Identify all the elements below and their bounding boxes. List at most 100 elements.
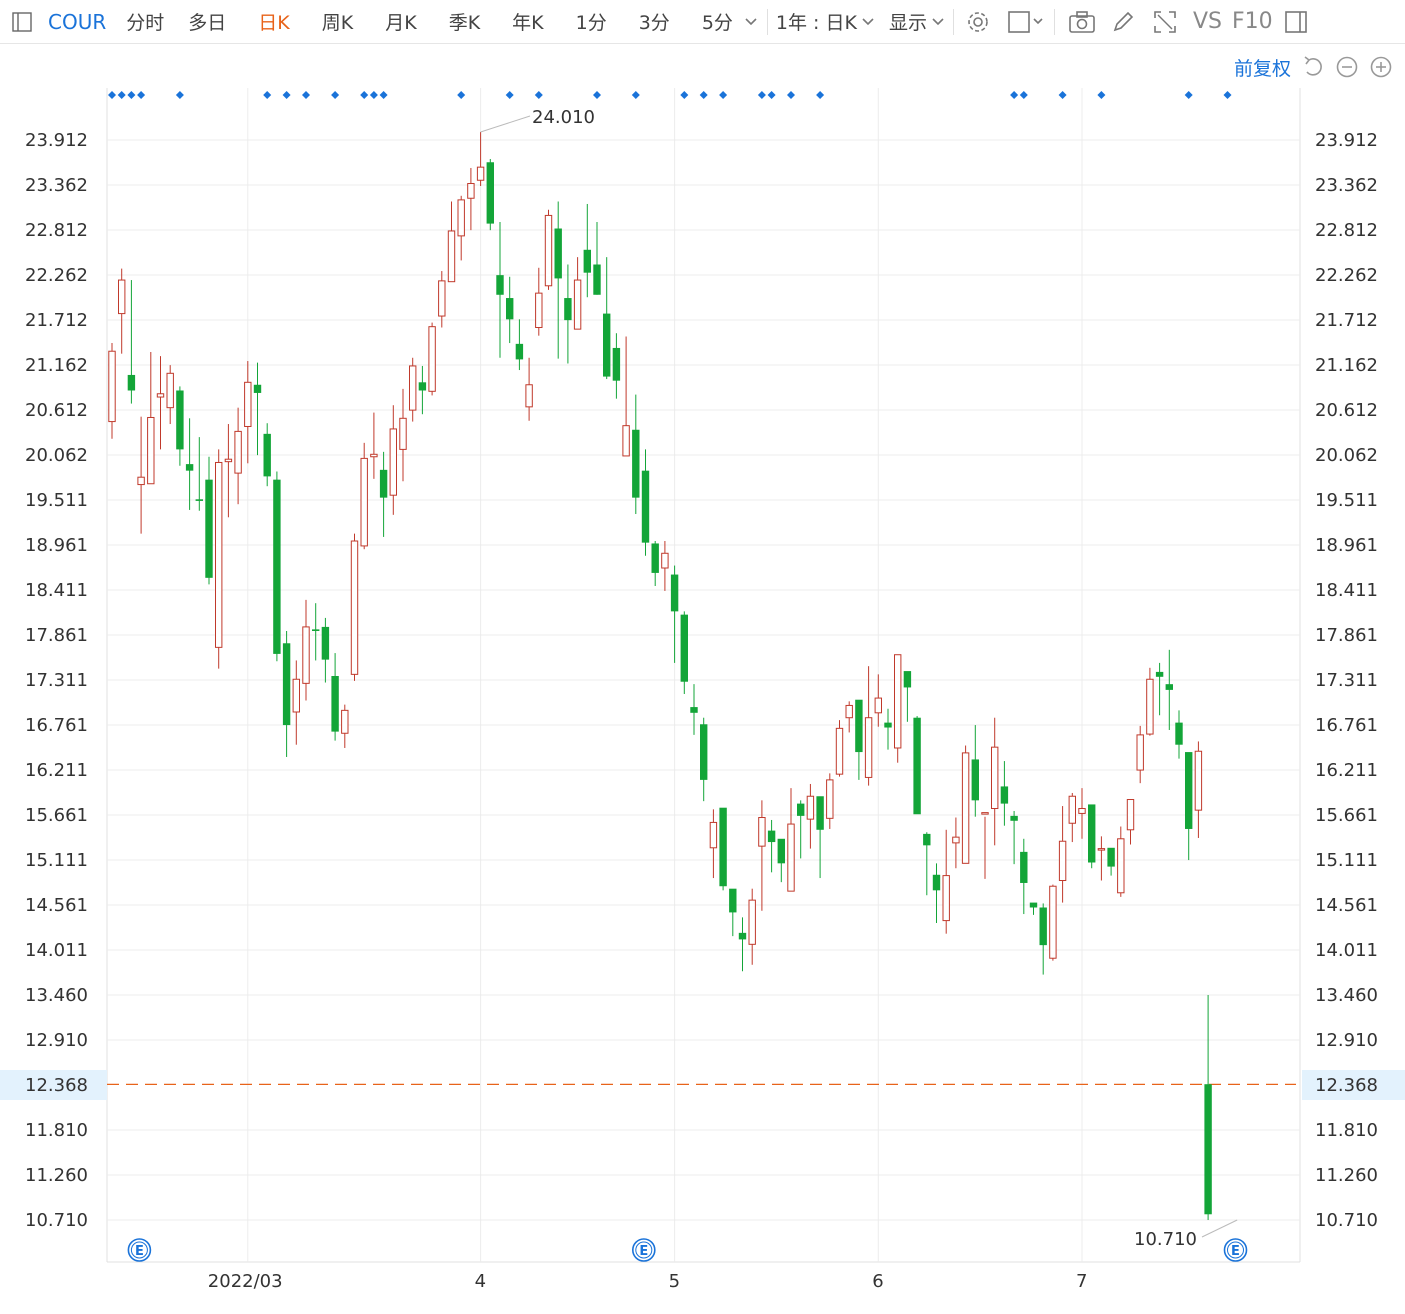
earnings-marker-icon[interactable]: E [1223, 1238, 1248, 1262]
zoom-in-icon[interactable] [1369, 55, 1393, 79]
candle-body-up [1126, 799, 1135, 831]
event-marker-icon [757, 91, 766, 99]
event-marker-icon [175, 91, 184, 99]
vs-button[interactable]: VS [1192, 9, 1222, 34]
candle-body-down [651, 543, 659, 573]
x-tick-label: 7 [1076, 1271, 1087, 1292]
candle-body-down [564, 298, 572, 321]
event-marker-icon [1184, 91, 1193, 99]
event-marker-icon [593, 91, 601, 99]
candle-body-up [476, 166, 485, 181]
candle-body-down [903, 671, 912, 688]
y-tick-label-left: 23.362 [25, 175, 88, 196]
fullscreen-icon[interactable] [1151, 9, 1179, 35]
candle-body-down [738, 932, 747, 940]
chevron-down-icon[interactable] [743, 17, 759, 27]
candle-body-down [554, 228, 562, 279]
candle-body-up [826, 779, 834, 819]
f10-button[interactable]: F10 [1231, 9, 1273, 34]
tab-monthly-k[interactable]: 月K [385, 12, 417, 34]
y-tick-label-left: 10.710 [25, 1210, 88, 1231]
candle-body-up [292, 678, 301, 713]
candle-body-up [864, 717, 873, 778]
candle-body-down [797, 803, 805, 816]
candle-body-up [525, 384, 533, 408]
candle-body-down [486, 162, 494, 224]
candle-body-up [428, 326, 436, 392]
y-tick-label-left: 19.511 [25, 490, 88, 511]
zoom-out-icon[interactable] [1335, 55, 1359, 79]
candle-body-down [583, 249, 591, 273]
y-tick-label-right: 12.910 [1315, 1030, 1378, 1051]
candle-body-up [535, 292, 543, 328]
tab-3min[interactable]: 3分 [638, 12, 670, 34]
y-tick-label-left: 21.162 [25, 355, 88, 376]
tab-multi-day[interactable]: 多日 [188, 12, 227, 34]
event-marker-icon [108, 91, 116, 99]
display-select[interactable]: 显示 [889, 8, 945, 35]
y-tick-label-right: 10.710 [1315, 1210, 1378, 1231]
candle-body-down [777, 838, 785, 864]
range-select-label: 1年 : 日K [775, 12, 857, 34]
y-tick-label-right: 20.612 [1315, 400, 1378, 421]
candle-body-up [118, 279, 126, 315]
undo-icon[interactable] [1301, 55, 1325, 79]
y-tick-label-left: 11.810 [25, 1120, 88, 1141]
candle-body-up [622, 425, 630, 457]
candle-body-up [399, 417, 407, 450]
settings-gear-icon[interactable] [964, 9, 992, 35]
candle-body-down [312, 629, 320, 631]
range-select[interactable]: 1年 : 日K [776, 8, 875, 35]
event-marker-icon [680, 91, 689, 99]
svg-text:E: E [1231, 1244, 1240, 1259]
candle-body-down [496, 275, 504, 295]
price-adjust-button[interactable]: 前复权 [1233, 57, 1291, 80]
tab-yearly-k[interactable]: 年K [512, 12, 544, 34]
candle-body-up [224, 458, 233, 463]
tab-quarterly-k[interactable]: 季K [448, 12, 481, 34]
candle-body-up [341, 709, 349, 734]
event-marker-icon [767, 91, 776, 99]
candle-body-down [1185, 752, 1193, 829]
candle-body-down [176, 390, 184, 450]
pencil-icon[interactable] [1109, 9, 1137, 35]
candle-body-up [894, 654, 902, 749]
y-tick-label-right: 22.812 [1315, 220, 1378, 241]
candle-body-down [593, 264, 601, 295]
y-tick-label-left: 21.712 [25, 310, 88, 331]
sidebar-toggle-icon[interactable] [10, 10, 34, 34]
x-tick-label: 5 [669, 1271, 680, 1292]
camera-icon[interactable] [1067, 10, 1097, 34]
earnings-marker-icon[interactable]: E [631, 1238, 656, 1262]
candle-body-down [729, 888, 737, 913]
candle-body-up [709, 821, 718, 849]
tab-5min[interactable]: 5分 [701, 12, 733, 34]
symbol-label[interactable]: COUR [48, 9, 107, 34]
candle-body-up [457, 199, 465, 237]
svg-text:E: E [639, 1244, 648, 1259]
candle-body-up [961, 752, 970, 864]
candle-body-up [244, 381, 252, 427]
y-tick-label-right: 15.661 [1315, 805, 1378, 826]
svg-text:E: E [135, 1244, 144, 1259]
candle-body-down [331, 675, 339, 732]
y-tick-label-right: 11.810 [1315, 1120, 1378, 1141]
tab-intraday[interactable]: 分时 [126, 12, 165, 34]
event-marker-icon [331, 91, 340, 99]
candle-body-down [884, 722, 892, 728]
candle-body-down [700, 724, 708, 780]
candle-body-up [981, 812, 989, 815]
square-icon[interactable] [1006, 10, 1046, 34]
candle-body-down [273, 479, 281, 654]
earnings-marker-icon[interactable]: E [127, 1238, 152, 1262]
panel-icon[interactable] [1283, 10, 1309, 34]
candle-body-up [108, 350, 116, 423]
candle-body-down [1204, 1084, 1212, 1215]
candle-body-up [438, 280, 446, 317]
y-tick-label-right: 23.912 [1315, 130, 1378, 151]
tab-1min[interactable]: 1分 [575, 12, 607, 34]
tab-weekly-k[interactable]: 周K [321, 12, 354, 34]
candle-body-up [874, 697, 882, 714]
tab-daily-k[interactable]: 日K [258, 12, 290, 34]
